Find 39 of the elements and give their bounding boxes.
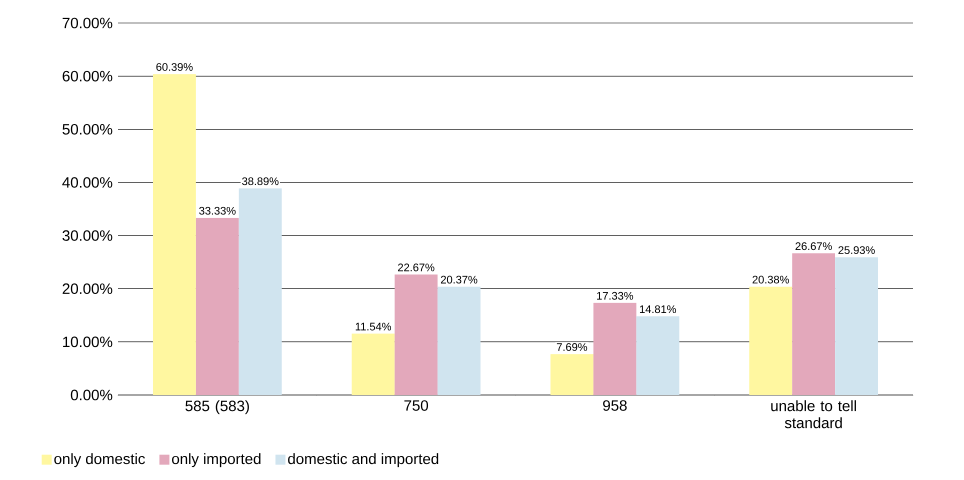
x-tick-label: 585 (583) bbox=[185, 400, 249, 414]
data-label: 20.38% bbox=[752, 276, 789, 284]
bar bbox=[550, 354, 594, 395]
y-tick-label: 10.00% bbox=[63, 336, 112, 348]
bar bbox=[636, 316, 680, 395]
x-tick-label: unable to tell standard bbox=[771, 400, 856, 428]
data-label: 17.33% bbox=[597, 292, 634, 300]
y-tick-label: 60.00% bbox=[62, 70, 112, 82]
y-tick-label: 30.00% bbox=[62, 230, 112, 241]
bar bbox=[352, 334, 395, 395]
bar bbox=[438, 286, 481, 395]
data-label: 11.54% bbox=[356, 322, 392, 330]
data-label: 14.81% bbox=[640, 305, 676, 314]
y-tick-label: 20.00% bbox=[62, 283, 112, 294]
x-tick-label: 958 bbox=[603, 400, 627, 411]
bar bbox=[238, 188, 282, 395]
bar bbox=[152, 74, 196, 395]
legend-label: domestic and imported bbox=[288, 453, 438, 468]
data-label: 33.33% bbox=[199, 206, 236, 215]
y-tick-label: 40.00% bbox=[62, 177, 112, 188]
bar bbox=[835, 257, 878, 395]
data-label: 26.67% bbox=[796, 242, 832, 250]
y-tick-label: 50.00% bbox=[62, 124, 112, 135]
legend-label: only imported bbox=[172, 453, 260, 468]
data-label: 25.93% bbox=[838, 246, 875, 254]
bar bbox=[394, 274, 438, 395]
legend-label: only domestic bbox=[54, 453, 145, 468]
bar bbox=[749, 286, 792, 395]
y-tick-label: 0.00% bbox=[70, 390, 112, 400]
data-label: 20.37% bbox=[440, 276, 478, 284]
data-label: 22.67% bbox=[398, 264, 434, 272]
x-tick-label: 750 bbox=[404, 400, 428, 411]
bar bbox=[792, 253, 836, 395]
data-label: 60.39% bbox=[156, 63, 193, 71]
bar bbox=[593, 302, 636, 395]
bar bbox=[196, 218, 239, 395]
data-label: 7.69% bbox=[556, 343, 588, 351]
y-tick-label: 70.00% bbox=[62, 18, 112, 28]
data-label: 38.89% bbox=[242, 177, 279, 186]
